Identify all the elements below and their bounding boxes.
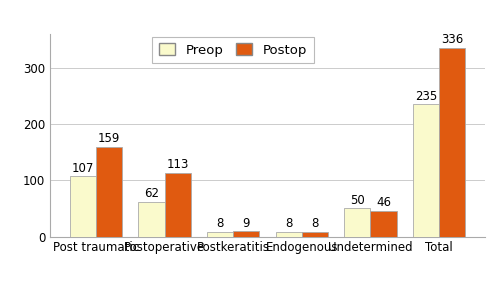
Bar	[96, 147, 122, 237]
Text: 336: 336	[441, 33, 464, 46]
Text: 8: 8	[216, 217, 224, 230]
Text: 8: 8	[285, 217, 292, 230]
Text: 107: 107	[72, 162, 94, 175]
Bar	[302, 232, 328, 237]
Bar	[370, 211, 396, 237]
Bar	[70, 176, 96, 237]
Text: 9: 9	[242, 217, 250, 230]
Bar	[276, 232, 302, 237]
Bar	[439, 48, 465, 237]
Text: 62: 62	[144, 187, 159, 200]
Bar	[413, 105, 439, 237]
Text: 235: 235	[415, 90, 437, 103]
Text: 159: 159	[98, 133, 120, 145]
Text: 50: 50	[350, 194, 365, 207]
Bar	[207, 232, 233, 237]
Bar	[164, 173, 190, 237]
Bar	[138, 202, 164, 237]
Bar	[233, 231, 260, 237]
Bar	[344, 208, 370, 237]
Text: 46: 46	[376, 196, 391, 209]
Text: 113: 113	[166, 158, 188, 171]
Legend: Preop, Postop: Preop, Postop	[152, 37, 314, 63]
Text: 8: 8	[311, 217, 318, 230]
